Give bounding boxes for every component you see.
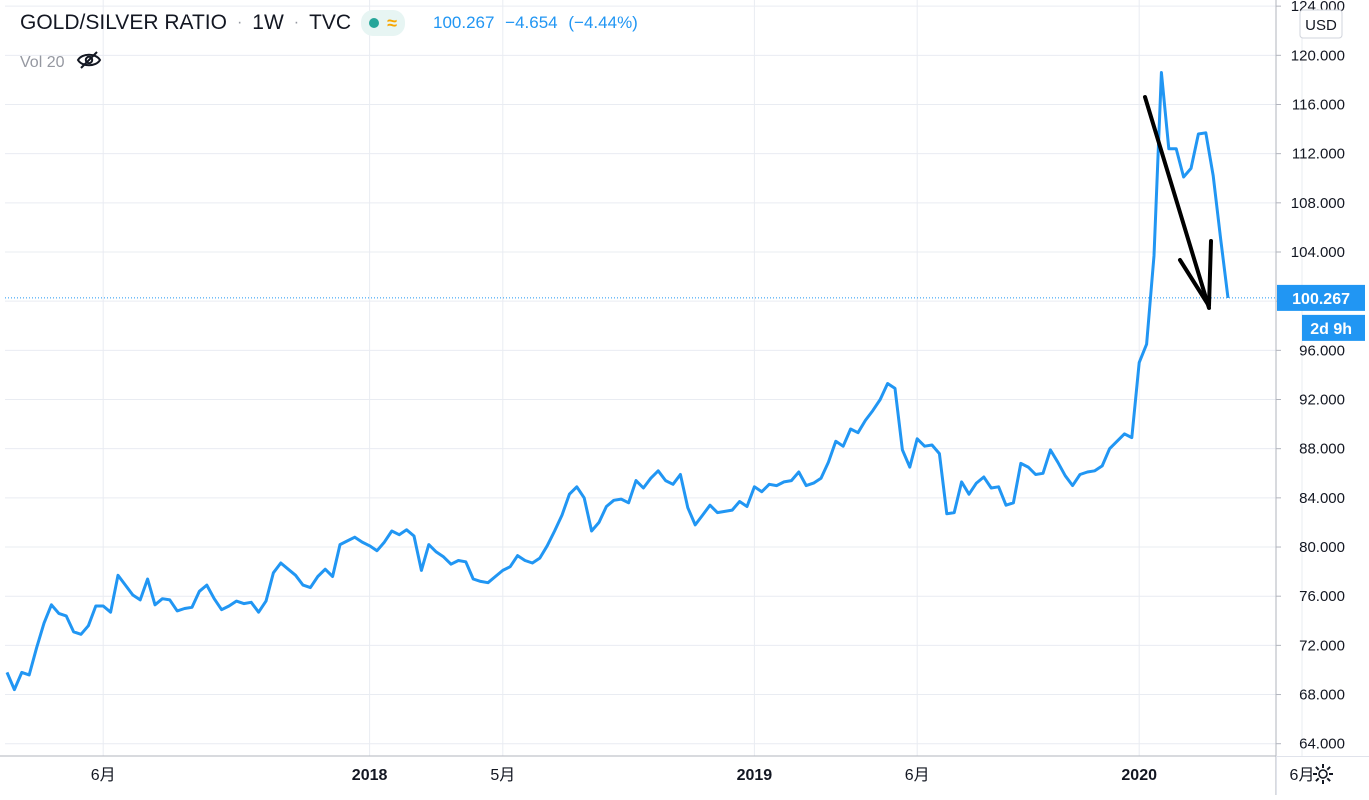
x-tick-label: 6月 <box>905 767 930 784</box>
y-tick-label: 84.000 <box>1299 490 1345 507</box>
x-tick-label: 6月 <box>91 767 116 784</box>
y-tick-label: 120.000 <box>1291 47 1345 64</box>
currency-box <box>1299 9 1343 39</box>
x-tick-label: 5月 <box>490 767 515 784</box>
currency-label: USD <box>1305 17 1337 34</box>
y-tick-label: 96.000 <box>1299 342 1345 359</box>
market-status-badge[interactable]: ≈ <box>361 10 405 36</box>
y-tick-label: 76.000 <box>1299 588 1345 605</box>
change-percent-value: (−4.44%) <box>568 13 638 32</box>
symbol-title[interactable]: GOLD/SILVER RATIO <box>20 11 227 34</box>
volume-label: Vol 20 <box>20 53 65 71</box>
source-label[interactable]: TVC <box>309 11 352 34</box>
y-tick-label: 108.000 <box>1291 195 1345 212</box>
arrow-annotation-shaft[interactable] <box>1143 95 1211 310</box>
y-tick-label: 116.000 <box>1292 96 1345 113</box>
y-tick-label: 92.000 <box>1299 392 1345 409</box>
x-tick-label: 2018 <box>352 767 388 784</box>
last-price-label-bg <box>1277 284 1365 311</box>
x-tick-label: 2020 <box>1121 767 1157 784</box>
countdown-label-bg <box>1302 314 1365 341</box>
arrow-annotation-head[interactable] <box>1178 239 1213 308</box>
y-tick-label: 80.000 <box>1299 539 1345 556</box>
last-price-value: 100.267 <box>432 13 495 32</box>
y-tick-label: 72.000 <box>1299 637 1345 654</box>
grid-layer <box>5 0 1303 756</box>
y-tick-label: 88.000 <box>1299 441 1345 458</box>
volume-legend[interactable]: Vol 20 <box>20 50 102 75</box>
y-tick-label: 64.000 <box>1299 736 1345 753</box>
countdown-label: 2d 9h <box>1310 321 1352 338</box>
label-layer: 64.000 68.000 72.000 76.000 80.000 84.000 88.0… <box>91 0 1365 784</box>
x-tick-label: 2019 <box>737 767 773 784</box>
y-tick-label: 112.000 <box>1292 146 1345 163</box>
legend-values: 100.267 −4.654 (−4.44%) <box>433 13 644 33</box>
y-tick-label: 68.000 <box>1299 687 1345 704</box>
annotation-layer[interactable] <box>1143 95 1213 310</box>
chart-settings-button[interactable] <box>1276 756 1369 795</box>
x-tick-label: 6月 <box>1290 767 1315 784</box>
last-price-label: 100.267 <box>1292 291 1350 308</box>
gear-icon <box>1312 763 1334 790</box>
interval-label[interactable]: 1W <box>252 11 284 34</box>
series-line <box>5 71 1230 692</box>
y-tick-label: 104.000 <box>1291 244 1345 261</box>
market-status-dot-icon <box>369 18 380 28</box>
eye-off-icon[interactable] <box>76 50 102 75</box>
change-value: −4.654 <box>505 13 558 32</box>
legend-separator: · <box>293 14 300 31</box>
delay-wave-icon: ≈ <box>387 12 397 33</box>
series-layer <box>5 71 1276 692</box>
chart-legend[interactable]: GOLD/SILVER RATIO · 1W · TVC ≈ 100.267 −… <box>20 10 644 36</box>
axes-layer <box>0 0 1281 795</box>
legend-separator: · <box>236 14 243 31</box>
